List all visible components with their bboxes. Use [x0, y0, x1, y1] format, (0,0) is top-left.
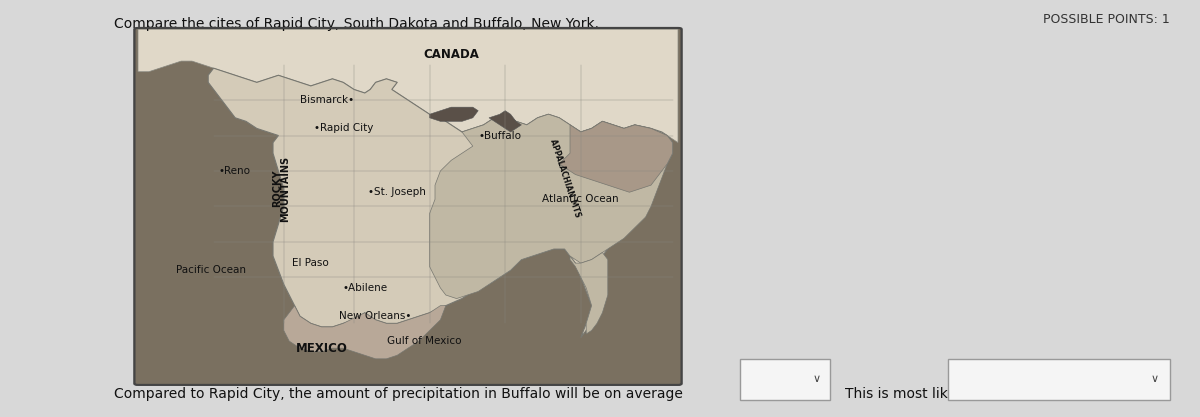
Text: New Orleans•: New Orleans•	[340, 311, 412, 321]
Text: APPALACHIAN MTS: APPALACHIAN MTS	[547, 138, 582, 219]
FancyBboxPatch shape	[134, 28, 682, 385]
Polygon shape	[570, 252, 607, 334]
Text: This is most likely caused by: This is most likely caused by	[845, 387, 1043, 401]
Text: •Abilene: •Abilene	[342, 283, 388, 293]
Polygon shape	[490, 111, 521, 132]
Text: El Paso: El Paso	[293, 258, 329, 268]
Text: Bismarck•: Bismarck•	[300, 95, 354, 105]
Text: ∨: ∨	[812, 374, 821, 384]
Text: Pacific Ocean: Pacific Ocean	[176, 265, 246, 275]
Text: ROCKY
MOUNTAINS: ROCKY MOUNTAINS	[272, 156, 290, 222]
Text: Gulf of Mexico: Gulf of Mexico	[386, 336, 462, 346]
Text: Compare the cites of Rapid City, South Dakota and Buffalo, New York.: Compare the cites of Rapid City, South D…	[114, 17, 599, 31]
Text: Compared to Rapid City, the amount of precipitation in Buffalo will be on averag: Compared to Rapid City, the amount of pr…	[114, 387, 683, 401]
Text: •Reno: •Reno	[220, 166, 251, 176]
Polygon shape	[138, 29, 678, 143]
Polygon shape	[284, 306, 446, 359]
Polygon shape	[209, 68, 673, 338]
Text: Atlantic Ocean: Atlantic Ocean	[542, 194, 619, 204]
Text: ∨: ∨	[1151, 374, 1158, 384]
FancyBboxPatch shape	[948, 359, 1170, 400]
Polygon shape	[430, 114, 673, 299]
Text: CANADA: CANADA	[424, 48, 479, 60]
Text: POSSIBLE POINTS: 1: POSSIBLE POINTS: 1	[1043, 13, 1170, 25]
Text: •St. Joseph: •St. Joseph	[368, 187, 426, 197]
Text: MEXICO: MEXICO	[295, 342, 348, 355]
Polygon shape	[430, 107, 478, 121]
FancyBboxPatch shape	[740, 359, 830, 400]
Polygon shape	[559, 121, 673, 192]
Text: •Buffalo: •Buffalo	[479, 131, 521, 141]
Text: •Rapid City: •Rapid City	[313, 123, 373, 133]
